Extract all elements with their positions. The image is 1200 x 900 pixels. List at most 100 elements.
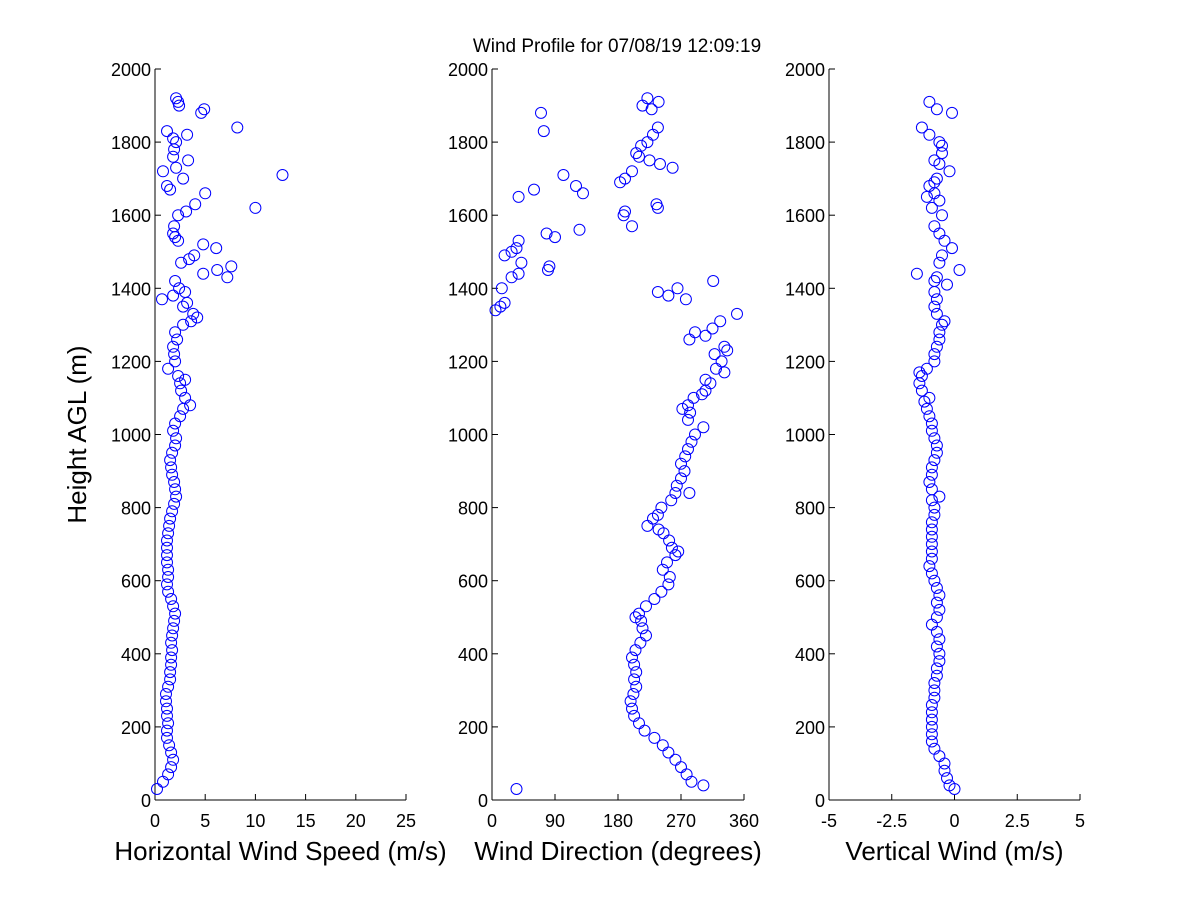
- vertical-data-point: [933, 136, 946, 149]
- direction-data-point: [626, 220, 638, 233]
- vertical-data-point: [925, 483, 938, 496]
- vertical-data-point: [941, 772, 953, 785]
- direction-data-point: [699, 329, 712, 342]
- direction-data-point: [512, 234, 525, 247]
- vertical-data-point: [923, 410, 936, 423]
- vertical-data-point: [925, 201, 938, 214]
- direction-data-point: [626, 165, 638, 178]
- speed-data-point: [165, 746, 178, 759]
- vertical-data-point: [930, 293, 943, 306]
- speed-data-point: [175, 256, 188, 269]
- direction-data-point: [628, 658, 641, 671]
- speed-data-point: [162, 362, 175, 375]
- direction-x-tick-label: 270: [666, 811, 696, 831]
- speed-data-point: [199, 187, 212, 200]
- direction-data-point: [721, 344, 734, 357]
- speed-data-point: [161, 534, 173, 547]
- direction-data-point: [654, 158, 666, 170]
- vertical-data-point: [910, 267, 923, 280]
- speed-x-tick-label: 20: [346, 811, 366, 831]
- vertical-y-tick-label: 800: [795, 499, 825, 519]
- vertical-data-point: [936, 318, 948, 331]
- direction-data-point: [643, 154, 656, 167]
- direction-data-point: [626, 651, 638, 664]
- direction-data-point: [543, 260, 556, 273]
- vertical-data-point: [925, 530, 938, 543]
- speed-data-point: [169, 326, 182, 339]
- speed-data-point: [167, 424, 180, 437]
- speed-data-point: [165, 658, 178, 671]
- direction-data-point: [683, 487, 696, 499]
- speed-data-point: [197, 238, 210, 251]
- speed-data-point: [231, 121, 244, 134]
- vertical-data-point: [933, 326, 946, 339]
- vertical-data-point: [925, 545, 938, 558]
- direction-x-tick-label: 360: [729, 811, 759, 831]
- speed-data-point: [221, 271, 234, 284]
- vertical-data-point: [930, 582, 943, 594]
- direction-data-point: [628, 673, 641, 686]
- direction-x-tick-label: 0: [487, 811, 497, 831]
- direction-data-point: [661, 556, 673, 569]
- vertical-data-point: [928, 432, 941, 445]
- direction-data-point: [679, 293, 692, 306]
- speed-data-point: [162, 527, 175, 540]
- vertical-wind-panel: 0 200 400 600 800 1000 1200 1400 1600 1800 2000 -5 -…: [785, 60, 1085, 866]
- vertical-data-point: [933, 490, 946, 503]
- vertical-data-point: [930, 172, 943, 185]
- direction-data-point: [505, 271, 518, 284]
- vertical-data-point: [925, 713, 938, 726]
- vertical-data-point: [930, 596, 943, 609]
- vertical-data-point: [933, 603, 946, 616]
- speed-data-point: [181, 128, 194, 141]
- vertical-data-point: [915, 121, 928, 134]
- vertical-data-point: [946, 106, 958, 119]
- speed-data-point: [169, 483, 182, 496]
- direction-data-point: [498, 249, 511, 262]
- speed-data-point: [169, 275, 182, 287]
- speed-y-tick-label: 1400: [111, 279, 151, 299]
- speed-data-point: [163, 519, 176, 532]
- vertical-x-tick-label: -2.5: [876, 811, 907, 831]
- direction-data-point: [630, 666, 643, 679]
- direction-data-point: [696, 388, 708, 401]
- direction-y-tick-label: 800: [458, 499, 488, 519]
- vertical-data-point: [925, 735, 938, 748]
- vertical-data-point: [930, 640, 943, 653]
- speed-data-point: [172, 370, 185, 382]
- direction-data-point: [687, 391, 700, 404]
- direction-data-point: [528, 183, 540, 196]
- direction-data-point: [714, 315, 727, 328]
- direction-data-point: [641, 92, 654, 105]
- direction-data-point: [510, 242, 523, 255]
- vertical-x-tick-label: 2.5: [1005, 811, 1030, 831]
- vertical-data-point: [933, 333, 946, 346]
- speed-data-point: [162, 680, 175, 693]
- vertical-y-tick-label: 0: [815, 791, 825, 811]
- speed-y-tick-label: 800: [121, 499, 151, 519]
- speed-data-point: [163, 739, 176, 752]
- direction-data-point: [662, 578, 675, 591]
- vertical-y-tick-label: 1200: [785, 352, 825, 372]
- speed-data-point: [160, 695, 172, 708]
- speed-data-point: [162, 571, 175, 583]
- speed-y-tick-label: 1800: [111, 133, 151, 153]
- speed-data-point: [198, 103, 211, 116]
- speed-data-point: [166, 446, 179, 459]
- direction-data-point: [669, 549, 682, 562]
- vertical-data-point: [938, 315, 951, 328]
- vertical-data-point: [946, 242, 958, 255]
- speed-data-point: [161, 702, 173, 715]
- speed-data-point: [157, 165, 169, 178]
- vertical-data-point: [943, 779, 956, 792]
- speed-data-point: [164, 666, 177, 679]
- direction-data-point: [706, 322, 719, 335]
- direction-data-point: [655, 501, 668, 514]
- vertical-data-point: [913, 366, 926, 379]
- direction-data-point: [652, 523, 665, 536]
- speed-data-point: [161, 549, 173, 562]
- direction-x-tick-label: 180: [603, 811, 633, 831]
- speed-data-point: [165, 461, 178, 474]
- speed-y-tick-label: 1600: [111, 206, 151, 226]
